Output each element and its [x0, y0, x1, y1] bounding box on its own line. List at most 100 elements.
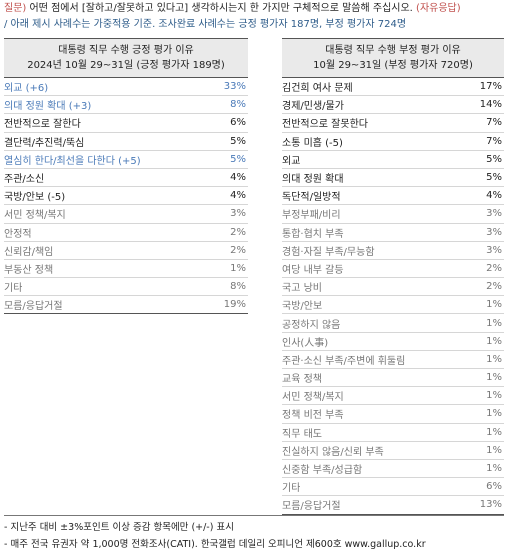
table-row: 정책 비전 부족 1% [282, 405, 504, 424]
row-value: 1% [486, 372, 502, 384]
row-value: 4% [230, 190, 246, 202]
row-label: 신뢰감/책임 [4, 246, 54, 258]
row-value: 2% [230, 244, 246, 256]
row-value: 1% [230, 262, 246, 274]
footer-line-1: - 지난주 대비 ±3%포인트 이상 증감 항목에만 (+/-) 표시 [4, 522, 234, 533]
row-label: 정책 비전 부족 [282, 410, 344, 422]
row-label: 김건희 여사 문제 [282, 83, 353, 95]
row-label: 전반적으로 잘못한다 [282, 119, 368, 131]
table-row: 열심히 한다/최선을 다한다 (+5) 5% [4, 151, 248, 169]
footer-line-2: - 매주 전국 유권자 약 1,000명 전화조사(CATI). 한국갤럽 데일… [4, 539, 426, 550]
row-label: 교육 정책 [282, 374, 322, 386]
positive-table-rows: 외교 (+6) 33% 의대 정원 확대 (+3) 8% 전반적으로 잘한다 6% 결단력/… [4, 78, 248, 315]
row-value: 1% [486, 463, 502, 475]
row-label: 경제/민생/물가 [282, 101, 344, 113]
row-label: 안정적 [4, 228, 32, 240]
row-value: 7% [486, 117, 502, 129]
row-label: 주관/소신 [4, 174, 45, 186]
positive-table-header: 대통령 직무 수행 긍정 평가 이유 2024년 10월 29~31일 (긍정 … [4, 38, 248, 78]
row-label: 국방/안보 (-5) [4, 192, 66, 204]
row-label: 서민 정책/복지 [282, 392, 344, 404]
row-label: 외교 [282, 155, 301, 167]
question-body: 어떤 점에서 [잘하고/잘못하고 있다고] 생각하시는지 한 가지만 구체적으로… [26, 3, 413, 14]
row-label: 서민 정책/복지 [4, 210, 66, 222]
table-row: 경험·자질 부족/무능함 3% [282, 242, 504, 260]
table-row: 서민 정책/복지 1% [282, 387, 504, 406]
table-row: 부정부패/비리 3% [282, 205, 504, 224]
row-value: 3% [486, 226, 502, 238]
row-label: 부동산 정책 [4, 264, 54, 276]
row-label: 모름/응답거절 [4, 301, 63, 313]
question-text: 질문) 어떤 점에서 [잘하고/잘못하고 있다고] 생각하시는지 한 가지만 구… [4, 1, 504, 33]
table-row: 신뢰감/책임 2% [4, 242, 248, 260]
table-row: 소통 미흡 (-5) 7% [282, 133, 504, 151]
row-value: 1% [486, 444, 502, 456]
table-row: 직무 태도 1% [282, 424, 504, 442]
table-row: 전반적으로 잘못한다 7% [282, 114, 504, 133]
row-value: 7% [486, 135, 502, 147]
row-label: 직무 태도 [282, 428, 322, 440]
negative-table-header: 대통령 직무 수행 부정 평가 이유 10월 29~31일 (부정 평가자 72… [282, 38, 504, 78]
table-row: 국방/안보 (-5) 4% [4, 187, 248, 206]
table-row: 기타 6% [282, 478, 504, 497]
row-label: 국방/안보 [282, 301, 323, 313]
row-label: 외교 (+6) [4, 83, 49, 95]
row-value: 6% [486, 481, 502, 493]
row-value: 1% [486, 335, 502, 347]
table-row: 부동산 정책 1% [4, 260, 248, 279]
table-row: 김건희 여사 문제 17% [282, 78, 504, 97]
row-label: 인사(人事) [282, 337, 329, 349]
table-row: 통합·협치 부족 3% [282, 224, 504, 242]
row-value: 3% [486, 244, 502, 256]
row-label: 의대 정원 확대 [282, 174, 344, 186]
row-value: 19% [223, 299, 246, 311]
table-row: 국고 낭비 2% [282, 278, 504, 297]
row-value: 2% [486, 262, 502, 274]
negative-reasons-table: 대통령 직무 수행 부정 평가 이유 10월 29~31일 (부정 평가자 72… [282, 38, 504, 515]
question-suffix: (자유응답) [412, 3, 461, 14]
row-value: 3% [486, 208, 502, 220]
row-value: 1% [486, 317, 502, 329]
row-label: 통합·협치 부족 [282, 228, 344, 240]
row-label: 의대 정원 확대 (+3) [4, 101, 92, 113]
row-value: 8% [230, 281, 246, 293]
row-label: 기타 [4, 283, 23, 295]
row-value: 5% [486, 172, 502, 184]
table-row: 주관·소신 부족/주변에 휘둘림 1% [282, 351, 504, 369]
row-value: 1% [486, 299, 502, 311]
table-row: 경제/민생/물가 14% [282, 96, 504, 115]
negative-table-title: 대통령 직무 수행 부정 평가 이유 [325, 45, 461, 56]
row-value: 33% [223, 81, 246, 93]
row-label: 진실하지 않음/신뢰 부족 [282, 446, 384, 458]
table-row: 서민 정책/복지 3% [4, 205, 248, 224]
row-value: 1% [486, 353, 502, 365]
negative-table-rows: 김건희 여사 문제 17% 경제/민생/물가 14% 전반적으로 잘못한다 7% 소통 미흡… [282, 78, 504, 515]
positive-reasons-table: 대통령 직무 수행 긍정 평가 이유 2024년 10월 29~31일 (긍정 … [4, 38, 248, 315]
table-row: 모름/응답거절 19% [4, 296, 248, 315]
question-note: / 아래 제시 사례수는 가중적용 기준. 조사완료 사례수는 긍정 평가자 1… [4, 19, 407, 30]
row-label: 신중함 부족/성급함 [282, 465, 363, 477]
row-value: 13% [479, 499, 502, 511]
row-label: 열심히 한다/최선을 다한다 (+5) [4, 155, 141, 167]
row-label: 주관·소신 부족/주변에 휘둘림 [282, 355, 406, 367]
row-value: 1% [486, 408, 502, 420]
row-value: 5% [230, 153, 246, 165]
table-row: 의대 정원 확대 (+3) 8% [4, 96, 248, 115]
row-value: 4% [486, 190, 502, 202]
row-value: 6% [230, 117, 246, 129]
table-row: 진실하지 않음/신뢰 부족 1% [282, 442, 504, 460]
row-value: 4% [230, 172, 246, 184]
row-label: 경험·자질 부족/무능함 [282, 246, 375, 258]
row-label: 전반적으로 잘한다 [4, 119, 81, 131]
row-value: 2% [486, 281, 502, 293]
row-value: 3% [230, 208, 246, 220]
row-label: 기타 [282, 483, 301, 495]
row-label: 독단적/일방적 [282, 192, 341, 204]
positive-table-subtitle: 2024년 10월 29~31일 (긍정 평가자 189명) [27, 60, 225, 71]
row-label: 국고 낭비 [282, 283, 322, 295]
row-value: 5% [486, 153, 502, 165]
table-row: 모름/응답거절 13% [282, 496, 504, 515]
table-row: 인사(人事) 1% [282, 333, 504, 351]
table-row: 결단력/추진력/뚝심 5% [4, 133, 248, 151]
table-row: 전반적으로 잘한다 6% [4, 114, 248, 133]
